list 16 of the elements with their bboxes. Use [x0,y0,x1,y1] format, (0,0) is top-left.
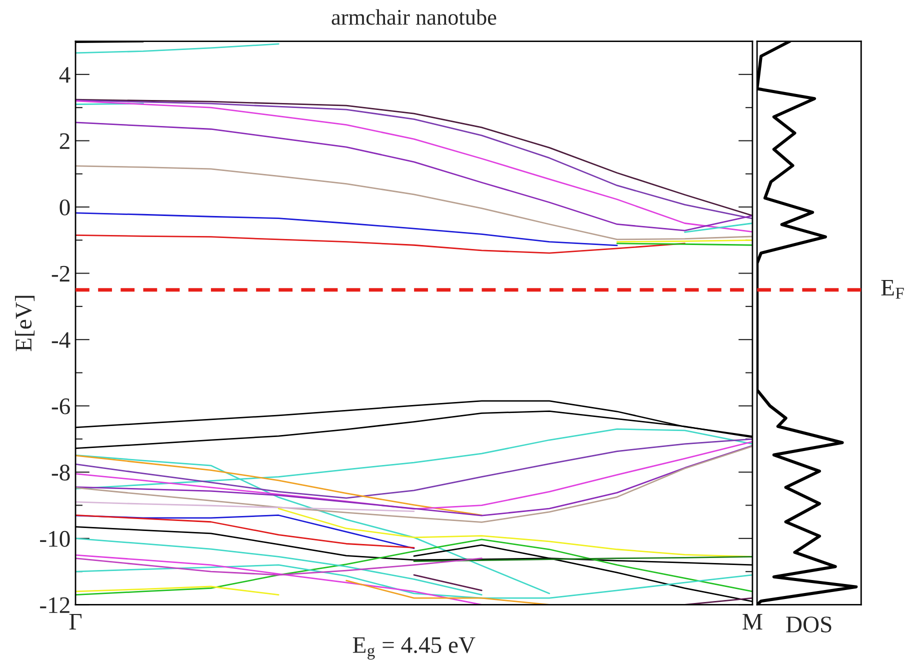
y-tick-label: -8 [52,464,70,481]
y-tick-label: 4 [59,67,70,83]
x-axis-title: E$_{g}$ = 4.45 eV [352,637,476,660]
y-tick-label: 2 [60,133,70,149]
x-tick-label: M [742,614,762,630]
y-tick-label: -10 [40,530,70,547]
y-axis-title: E[eV] [15,296,35,352]
y-tick-label: 0 [60,200,70,216]
y-tick-label: -2 [52,266,70,282]
chart-title: armchair nanotube [332,9,496,25]
y-tick-label: -4 [52,332,70,348]
y-tick-label: -12 [40,597,70,613]
ref-line-label: E$_{F}$ [881,280,904,299]
x-tick-label: Γ [69,614,82,630]
y-tick-label: -6 [52,398,70,414]
x-axis-title: DOS [786,616,832,632]
